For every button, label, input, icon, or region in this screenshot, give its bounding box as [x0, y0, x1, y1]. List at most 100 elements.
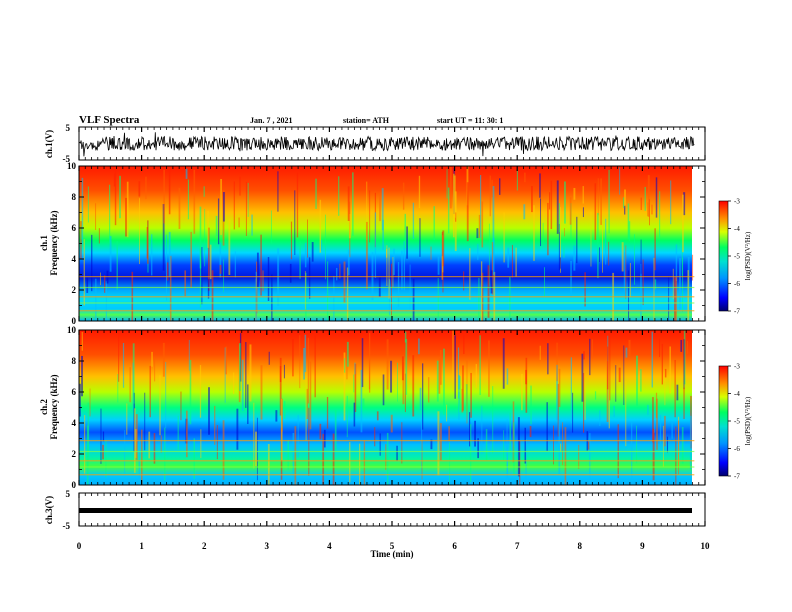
spectrogram-streak — [381, 188, 384, 231]
date-label: Jan. 7 , 2021 — [250, 116, 292, 125]
spectrogram-streak — [223, 259, 225, 293]
spectrogram-streak — [228, 218, 231, 275]
spectrogram-streak — [661, 343, 664, 385]
spectrogram-streak — [193, 438, 195, 479]
spectrogram-streak — [509, 412, 512, 453]
y-tick-label: 8 — [72, 192, 77, 202]
spectrogram-streak — [491, 242, 494, 295]
spectrogram-streak — [207, 210, 209, 248]
spectrogram-streak — [256, 417, 258, 481]
spectrogram-streak — [449, 442, 451, 485]
colorbar-tick-label: -5 — [734, 253, 740, 261]
spectrogram-streak — [633, 234, 636, 285]
spectrogram-streak — [118, 331, 120, 382]
ch1-spectrogram-yticks: 0 2 4 6 8 10 — [67, 161, 705, 326]
spectrogram-streak — [326, 261, 329, 321]
spectrogram-streak — [523, 204, 526, 220]
spectrogram-band — [79, 440, 695, 442]
spectrogram-streak — [636, 425, 638, 464]
spectrogram-streak — [140, 429, 143, 485]
spectrogram-streak — [83, 239, 85, 306]
spectrogram-streak — [390, 360, 393, 393]
spectrogram-streak — [275, 410, 278, 422]
spectrogram-streak — [583, 351, 585, 360]
spectrogram-streak — [680, 339, 683, 352]
spectrogram-streak — [558, 419, 561, 475]
spectrogram-streak — [159, 375, 161, 436]
spectrogram-streak — [322, 433, 325, 485]
spectrogram-streak — [605, 218, 607, 265]
x-tick-label: 8 — [578, 541, 583, 551]
spectrogram-streak — [511, 244, 513, 278]
spectrogram-band — [79, 310, 695, 312]
spectrogram-streak — [386, 245, 388, 287]
spectrogram-streak — [443, 348, 445, 415]
spectrogram-streak — [326, 396, 329, 429]
spectrogram-streak — [362, 398, 365, 408]
spectrogram-streak — [305, 377, 307, 441]
spectrogram-band — [79, 302, 695, 304]
spectrogram-streak — [89, 388, 91, 417]
spectrogram-streak — [199, 243, 202, 308]
spectrogram-streak — [402, 182, 405, 210]
spectrogram-streak — [239, 343, 241, 392]
spectrogram-streak — [379, 193, 381, 222]
spectrogram-streak — [446, 404, 448, 422]
spectrogram-streak — [540, 198, 542, 247]
spectrogram-streak — [533, 205, 535, 261]
spectrogram-streak — [200, 429, 202, 459]
spectrogram-streak — [594, 391, 597, 400]
ch2-colorbar-ticks: -3 -4 -5 -6 -7 — [728, 363, 740, 481]
spectrogram-streak — [572, 392, 574, 433]
spectrogram-streak — [517, 417, 520, 477]
spectrogram-streak — [584, 272, 586, 307]
time-axis-label: Time (min) — [370, 549, 413, 559]
spectrogram-streak — [402, 362, 405, 405]
spectrogram-streak — [292, 432, 295, 483]
x-tick-label: 3 — [265, 541, 270, 551]
spectrogram-streak — [582, 186, 584, 204]
spectrogram-streak — [599, 410, 601, 427]
ch2-spectrogram-panel: 0 2 4 6 8 10 ch.2 Frequency (kHz) — [39, 325, 706, 490]
spectrogram-streak — [647, 175, 650, 217]
spectrogram-streak — [95, 203, 97, 230]
spectrogram-streak — [253, 402, 255, 469]
spectrogram-streak — [463, 271, 465, 291]
spectrogram-streak — [480, 175, 482, 238]
spectrogram-streak — [126, 181, 129, 238]
spectrogram-streak — [268, 351, 270, 365]
colorbar-tick-label: -4 — [734, 225, 740, 233]
spectrogram-streak — [507, 247, 510, 268]
spectrogram-streak — [165, 362, 167, 429]
spectrogram-streak — [324, 214, 326, 280]
spectrogram-streak — [308, 407, 310, 476]
spectrogram-streak — [513, 422, 515, 476]
figure-title: VLF Spectra — [79, 114, 140, 126]
spectrogram-streak — [525, 439, 527, 481]
spectrogram-streak — [664, 370, 666, 406]
spectrogram-streak — [129, 367, 131, 403]
spectrogram-streak — [154, 358, 156, 382]
spectrogram-streak — [558, 223, 560, 271]
spectrogram-streak — [476, 228, 479, 239]
x-tick-label: 0 — [77, 541, 82, 551]
spectrogram-streak — [323, 429, 326, 448]
spectrogram-streak — [188, 339, 190, 371]
spectrogram-streak — [461, 388, 464, 413]
colorbar-tick-label: -6 — [734, 280, 740, 288]
spectrogram-streak — [689, 415, 692, 470]
spectrogram-streak — [165, 234, 168, 301]
spectrogram-streak — [294, 190, 296, 256]
spectrogram-streak — [640, 263, 642, 321]
x-tick-label: 7 — [515, 541, 520, 551]
spectrogram-streak — [81, 355, 84, 397]
spectrogram-streak — [222, 191, 225, 222]
spectrogram-streak — [549, 192, 551, 210]
spectrogram-streak — [599, 247, 601, 263]
spectrogram-streak — [135, 414, 138, 460]
spectrogram-streak — [363, 440, 366, 485]
y-tick-label: 6 — [72, 223, 77, 233]
spectrogram-streak — [564, 427, 567, 485]
spectrogram-streak — [539, 345, 541, 360]
spectrogram-streak — [683, 330, 686, 385]
